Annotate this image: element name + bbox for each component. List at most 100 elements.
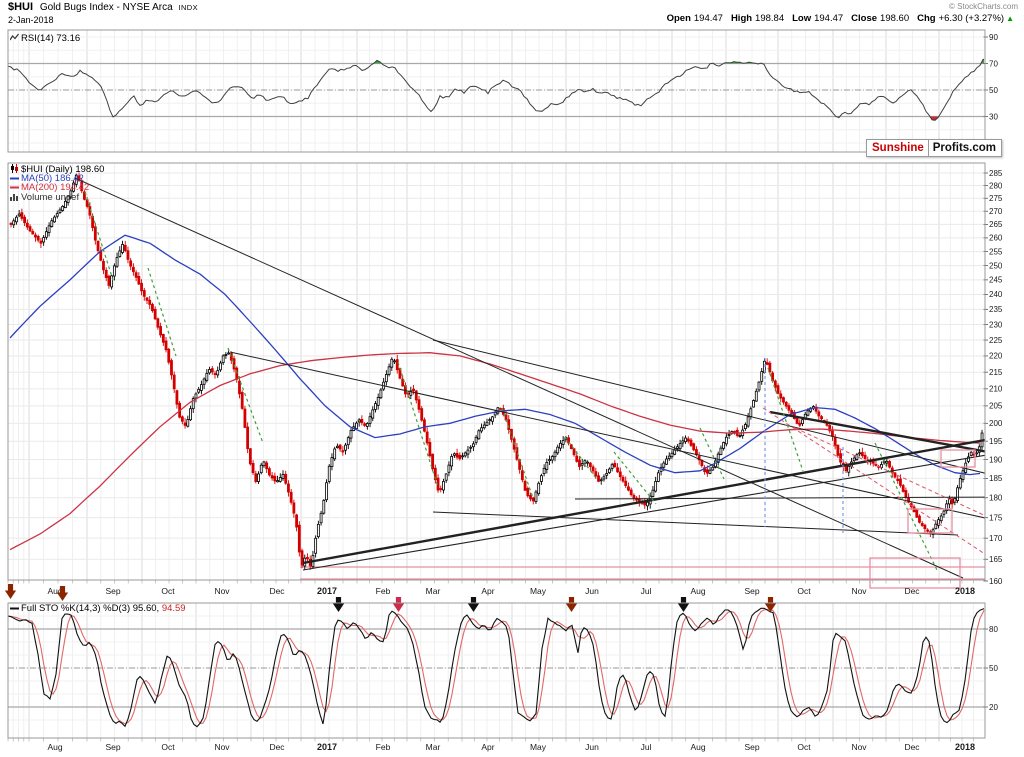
- chg-value: +6.30 (+3.27%): [938, 13, 1005, 24]
- green-dashed-lines: [84, 191, 938, 571]
- svg-text:225: 225: [989, 336, 1003, 345]
- svg-text:May: May: [530, 586, 547, 596]
- svg-text:Oct: Oct: [797, 742, 811, 752]
- svg-text:Dec: Dec: [269, 586, 285, 596]
- svg-text:185: 185: [989, 474, 1003, 483]
- svg-text:200: 200: [989, 419, 1003, 428]
- svg-text:270: 270: [989, 207, 1003, 216]
- pink-target-boxes: [869, 449, 976, 589]
- ma50-line: [9, 234, 981, 476]
- down-arrow-icon: [677, 597, 690, 612]
- svg-text:205: 205: [989, 402, 1003, 411]
- svg-text:265: 265: [989, 220, 1003, 229]
- stoch-d-line: [8, 608, 985, 725]
- svg-text:195: 195: [989, 437, 1003, 446]
- svg-text:Jul: Jul: [641, 742, 652, 752]
- svg-text:Mar: Mar: [426, 586, 441, 596]
- svg-text:255: 255: [989, 247, 1003, 256]
- svg-text:Feb: Feb: [376, 742, 391, 752]
- svg-text:90: 90: [989, 33, 998, 42]
- svg-text:165: 165: [989, 555, 1003, 564]
- svg-text:30: 30: [989, 112, 998, 121]
- svg-text:Jun: Jun: [585, 586, 599, 596]
- high-label: High: [730, 13, 753, 24]
- rsi-legend: RSI(14) 73.16: [10, 33, 80, 44]
- svg-text:235: 235: [989, 305, 1003, 314]
- symbol-name: Gold Bugs Index - NYSE Arca: [39, 2, 173, 13]
- down-arrow-icon: [332, 597, 345, 612]
- svg-text:285: 285: [989, 169, 1003, 178]
- stoch-k-line: [8, 607, 985, 728]
- close-value: 198.60: [880, 13, 910, 24]
- open-label: Open: [666, 13, 691, 24]
- ma50-legend: MA(50) 186.42: [21, 172, 84, 184]
- axis-labels: 160 165 170 175 180 185 190 195 200 205 210 215 220 2…: [983, 33, 1003, 712]
- low-value: 194.47: [814, 13, 844, 24]
- svg-text:2017: 2017: [317, 742, 337, 752]
- ma200-legend-row: MA(200) 194.42: [10, 183, 104, 193]
- trendlines: [74, 177, 985, 579]
- down-arrow-icon: [764, 597, 777, 612]
- svg-text:May: May: [530, 742, 547, 752]
- indicator-band-lines: [8, 62, 985, 708]
- ma200-legend: MA(200) 194.42: [21, 182, 90, 194]
- svg-text:80: 80: [989, 625, 998, 634]
- logo-part-sunshine: Sunshine: [867, 140, 929, 156]
- rsi-line: [8, 58, 985, 121]
- chg-label: Chg: [917, 13, 936, 24]
- svg-text:Dec: Dec: [904, 742, 920, 752]
- svg-text:Nov: Nov: [214, 586, 230, 596]
- svg-text:Feb: Feb: [376, 586, 391, 596]
- ma50-legend-row: MA(50) 186.42: [10, 172, 104, 184]
- price-legend-symbol: $HUI (Daily) 198.60: [21, 164, 105, 175]
- svg-text:2017: 2017: [317, 586, 337, 596]
- ma200-line-icon: [10, 186, 19, 189]
- svg-text:245: 245: [989, 276, 1003, 285]
- svg-text:220: 220: [989, 352, 1003, 361]
- down-arrow-icon: [4, 584, 17, 599]
- svg-text:190: 190: [989, 455, 1003, 464]
- svg-text:Nov: Nov: [851, 586, 867, 596]
- down-arrow-icon: [392, 597, 405, 612]
- svg-text:Aug: Aug: [47, 742, 62, 752]
- svg-text:70: 70: [989, 59, 998, 68]
- svg-text:Nov: Nov: [214, 742, 230, 752]
- price-panel: [9, 172, 985, 580]
- svg-text:280: 280: [989, 181, 1003, 190]
- svg-text:Sep: Sep: [744, 742, 759, 752]
- svg-text:170: 170: [989, 534, 1003, 543]
- rsi-legend-label: RSI(14) 73.16: [21, 33, 81, 44]
- indicator-icon: [10, 33, 19, 41]
- svg-text:50: 50: [989, 664, 998, 673]
- svg-text:2018: 2018: [955, 742, 975, 752]
- copyright: © StockCharts.com: [948, 2, 1018, 11]
- price-legend-symbol-row: $HUI (Daily) 198.60: [10, 164, 104, 174]
- svg-text:Aug: Aug: [47, 586, 62, 596]
- svg-text:Jul: Jul: [641, 586, 652, 596]
- svg-text:20: 20: [989, 703, 998, 712]
- svg-text:180: 180: [989, 494, 1003, 503]
- rsi-panel: [8, 58, 985, 121]
- ma200-line: [9, 352, 981, 551]
- svg-text:240: 240: [989, 290, 1003, 299]
- axis-tick-marks: [7, 580, 974, 742]
- svg-text:Oct: Oct: [797, 586, 811, 596]
- symbol-ticker: $HUI: [8, 1, 34, 13]
- svg-text:275: 275: [989, 194, 1003, 203]
- svg-text:Nov: Nov: [851, 742, 867, 752]
- stochastic-panel: [8, 607, 985, 728]
- rsi-overbought-fill: [373, 59, 984, 64]
- svg-text:230: 230: [989, 320, 1003, 329]
- open-value: 194.47: [693, 13, 723, 24]
- svg-text:Dec: Dec: [269, 742, 285, 752]
- candlestick-icon: [11, 164, 18, 173]
- down-arrow-icon: [467, 597, 480, 612]
- month-axis-labels: Aug Sep Oct Nov Dec 2017 Feb Mar Apr May Jun Jul Aug…: [47, 586, 975, 752]
- svg-text:2018: 2018: [955, 586, 975, 596]
- sunshine-profits-logo: Sunshine Profits.com: [866, 139, 1003, 157]
- chg-up-arrow-icon: ▲: [1006, 14, 1014, 23]
- svg-text:175: 175: [989, 513, 1003, 522]
- svg-text:Apr: Apr: [481, 742, 494, 752]
- svg-text:Apr: Apr: [481, 586, 494, 596]
